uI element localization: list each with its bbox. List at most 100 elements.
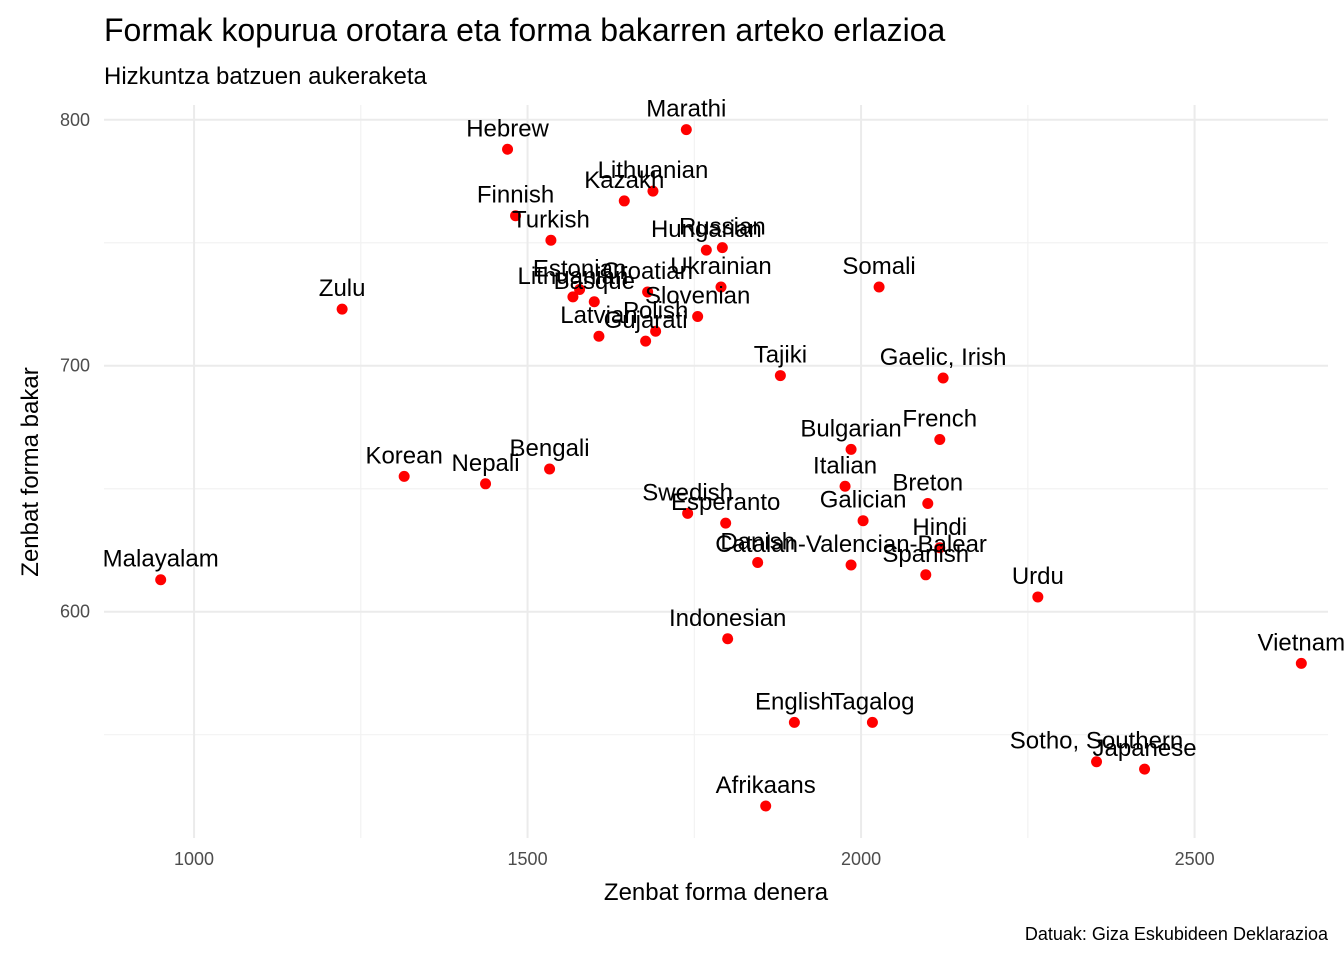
point-label: Esperanto: [671, 489, 780, 516]
data-point: [937, 372, 949, 384]
data-points: [155, 124, 1307, 812]
data-point: [722, 633, 734, 645]
point-label: Hebrew: [466, 115, 549, 142]
data-point: [510, 210, 522, 222]
data-point: [647, 185, 659, 197]
point-label: Vietnam: [1258, 629, 1344, 656]
x-axis-title: Zenbat forma denera: [604, 879, 829, 906]
data-point: [567, 291, 579, 303]
point-label: Indonesian: [669, 605, 786, 632]
data-point: [922, 497, 934, 509]
x-tick-label: 2500: [1175, 849, 1215, 869]
data-point: [650, 325, 662, 337]
point-label: Ukrainian: [670, 253, 771, 280]
point-label: Russian: [679, 214, 766, 241]
point-label: Bengali: [510, 435, 590, 462]
data-point: [336, 303, 348, 315]
data-point: [788, 716, 800, 728]
data-point: [480, 478, 492, 490]
data-point: [873, 281, 885, 293]
data-point: [857, 515, 869, 527]
data-point: [680, 124, 692, 136]
point-label: Afrikaans: [716, 772, 816, 799]
point-label: Hungarian: [651, 216, 762, 243]
point-label: Tajiki: [754, 342, 807, 369]
point-label: Zulu: [319, 275, 366, 302]
data-point: [700, 244, 712, 256]
chart-title: Formak kopurua orotara eta forma bakarre…: [104, 12, 946, 48]
point-label: Danish: [720, 529, 795, 556]
point-label: Estonian: [533, 255, 626, 282]
x-tick-label: 2000: [841, 849, 881, 869]
data-point: [593, 330, 605, 342]
point-label: Italian: [813, 452, 877, 479]
point-label: Lithuanian: [598, 157, 709, 184]
data-point: [640, 335, 652, 347]
y-tick-label: 800: [60, 110, 90, 130]
point-label: Gaelic, Irish: [880, 344, 1007, 371]
point-label: Tagalog: [830, 688, 914, 715]
data-point: [845, 443, 857, 455]
point-label: Lithuanian: [518, 263, 629, 290]
data-point: [155, 574, 167, 586]
data-point: [1139, 763, 1151, 775]
point-labels: MarathiHebrewLithuanianKazakhFinnishTurk…: [103, 96, 1344, 799]
chart-caption: Datuak: Giza Eskubideen Deklarazioa: [1025, 924, 1329, 944]
x-tick-label: 1500: [508, 849, 548, 869]
point-label: Marathi: [646, 96, 726, 123]
data-point: [1032, 591, 1044, 603]
data-point: [866, 716, 878, 728]
data-point: [839, 480, 851, 492]
x-tick-label: 1000: [174, 849, 214, 869]
data-point: [934, 434, 946, 446]
point-label: Croatian: [602, 258, 693, 285]
y-axis-title: Zenbat forma bakar: [17, 367, 44, 576]
data-point: [398, 470, 410, 482]
data-point: [574, 283, 586, 295]
point-label: Latvian: [560, 302, 637, 329]
point-label: Nepali: [452, 450, 520, 477]
point-label: Breton: [892, 469, 963, 496]
point-label: Polish: [623, 297, 688, 324]
point-label: Bulgarian: [800, 415, 901, 442]
point-label: Urdu: [1012, 563, 1064, 590]
point-label: Galician: [820, 487, 907, 514]
data-point: [502, 143, 514, 155]
data-point: [934, 542, 946, 554]
data-point: [682, 507, 694, 519]
grid: [104, 105, 1328, 838]
point-label: French: [902, 406, 977, 433]
data-point: [545, 234, 557, 246]
data-point: [720, 517, 732, 529]
data-point: [544, 463, 556, 475]
data-point: [760, 800, 772, 812]
data-point: [715, 281, 727, 293]
data-point: [618, 195, 630, 207]
data-point: [752, 557, 764, 569]
data-point: [1091, 756, 1103, 768]
point-label: Somali: [842, 253, 915, 280]
point-label: Malayalam: [103, 546, 219, 573]
point-label: Hindi: [912, 514, 967, 541]
data-point: [588, 296, 600, 308]
point-label: Sotho, Southern: [1010, 728, 1183, 755]
point-label: Catalan-Valencian-Balear: [715, 531, 987, 558]
data-point: [774, 370, 786, 382]
data-point: [1295, 657, 1307, 669]
chart-subtitle: Hizkuntza batzuen aukeraketa: [104, 63, 428, 90]
point-label: Swedish: [642, 479, 733, 506]
point-label: Finnish: [477, 182, 554, 209]
y-tick-label: 700: [60, 356, 90, 376]
data-point: [845, 559, 857, 571]
point-label: Gujarati: [604, 307, 688, 334]
y-tick-label: 600: [60, 602, 90, 622]
point-label: Japanese: [1093, 735, 1197, 762]
data-point: [642, 286, 654, 298]
point-label: Basque: [554, 268, 635, 295]
point-label: Turkish: [512, 206, 590, 233]
point-label: Kazakh: [584, 167, 664, 194]
data-point: [920, 569, 932, 581]
data-point: [692, 311, 704, 323]
point-label: Spanish: [882, 541, 969, 568]
